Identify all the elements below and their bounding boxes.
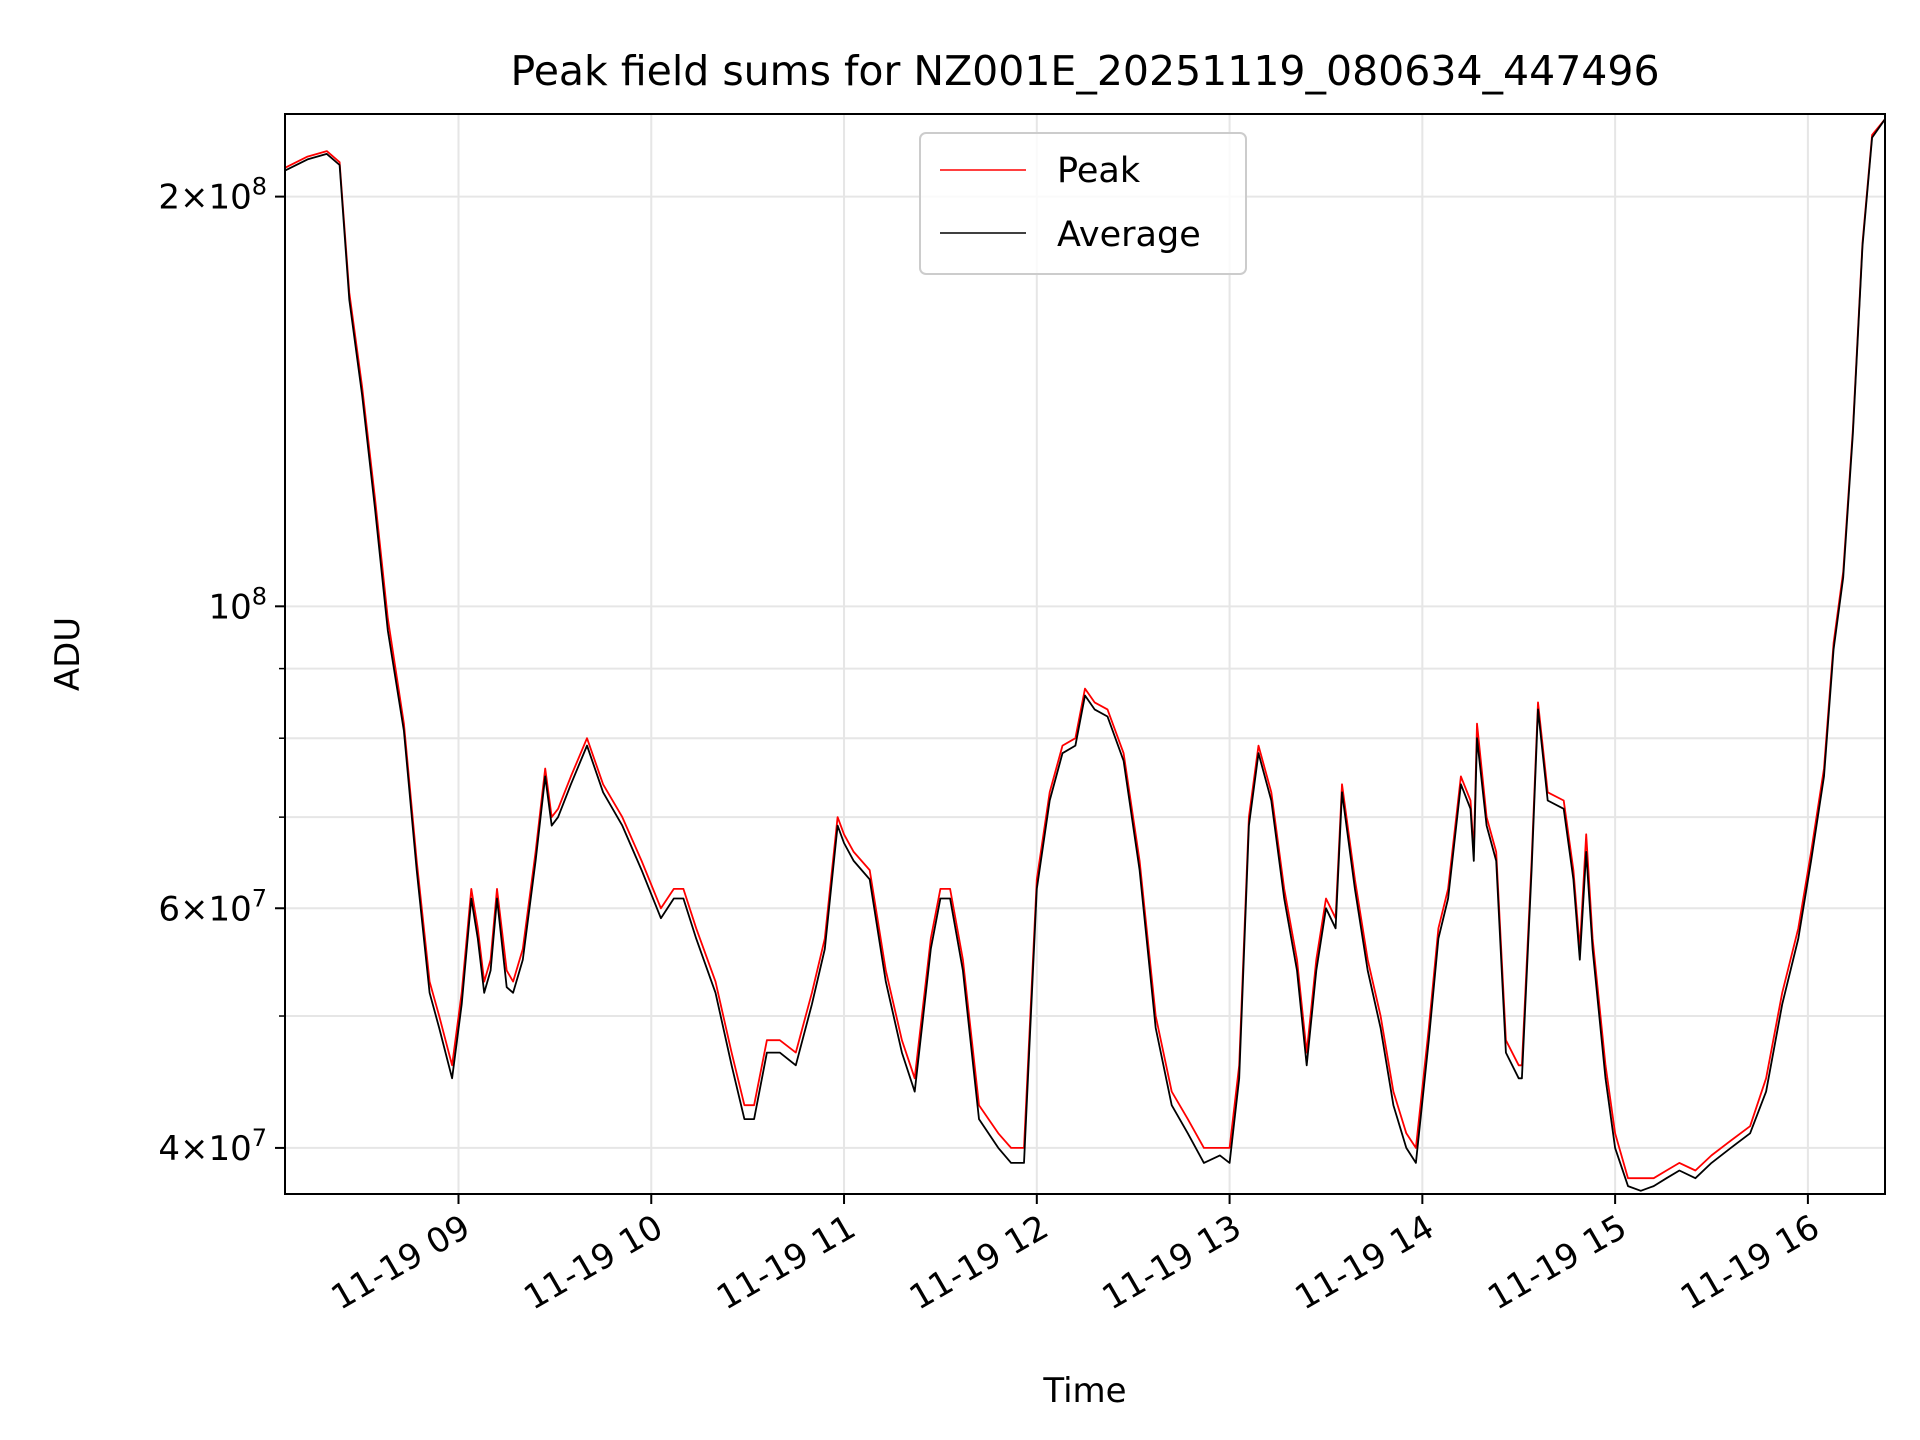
legend: Peak Average (919, 132, 1247, 275)
y-tick-label: 4×107 (158, 1124, 267, 1169)
y-axis-label: ADU (48, 617, 88, 691)
chart-title: Peak field sums for NZ001E_20251119_0806… (510, 47, 1659, 95)
y-tick-label: 2×108 (158, 173, 267, 218)
x-tick-label: 11-19 11 (710, 1207, 862, 1318)
x-tick-label: 11-19 09 (325, 1207, 477, 1318)
x-tick-label: 11-19 10 (517, 1207, 669, 1318)
axes-frame (284, 113, 1886, 1195)
x-tick-label: 11-19 16 (1674, 1207, 1826, 1318)
legend-box (919, 132, 1247, 275)
x-tick-label: 11-19 15 (1481, 1207, 1633, 1318)
plot-lines (284, 118, 1886, 1192)
series-line-average (284, 118, 1886, 1192)
x-tick-label: 11-19 12 (903, 1207, 1055, 1318)
y-tick-label: 6×107 (158, 884, 267, 929)
x-axis-label: Time (1042, 1371, 1126, 1411)
y-axis-ticks: 4×107 6×107 108 2×108 (158, 173, 285, 1169)
legend-label-peak: Peak (1057, 151, 1141, 191)
legend-label-average: Average (1057, 215, 1201, 255)
x-axis-ticks: 11-19 09 11-19 10 11-19 11 11-19 12 11-19 13… (325, 1194, 1826, 1318)
series-line-peak (284, 118, 1886, 1180)
x-tick-label: 11-19 14 (1288, 1207, 1440, 1318)
x-tick-label: 11-19 13 (1096, 1207, 1248, 1318)
y-tick-label: 108 (208, 582, 267, 627)
grid (285, 114, 1885, 1194)
